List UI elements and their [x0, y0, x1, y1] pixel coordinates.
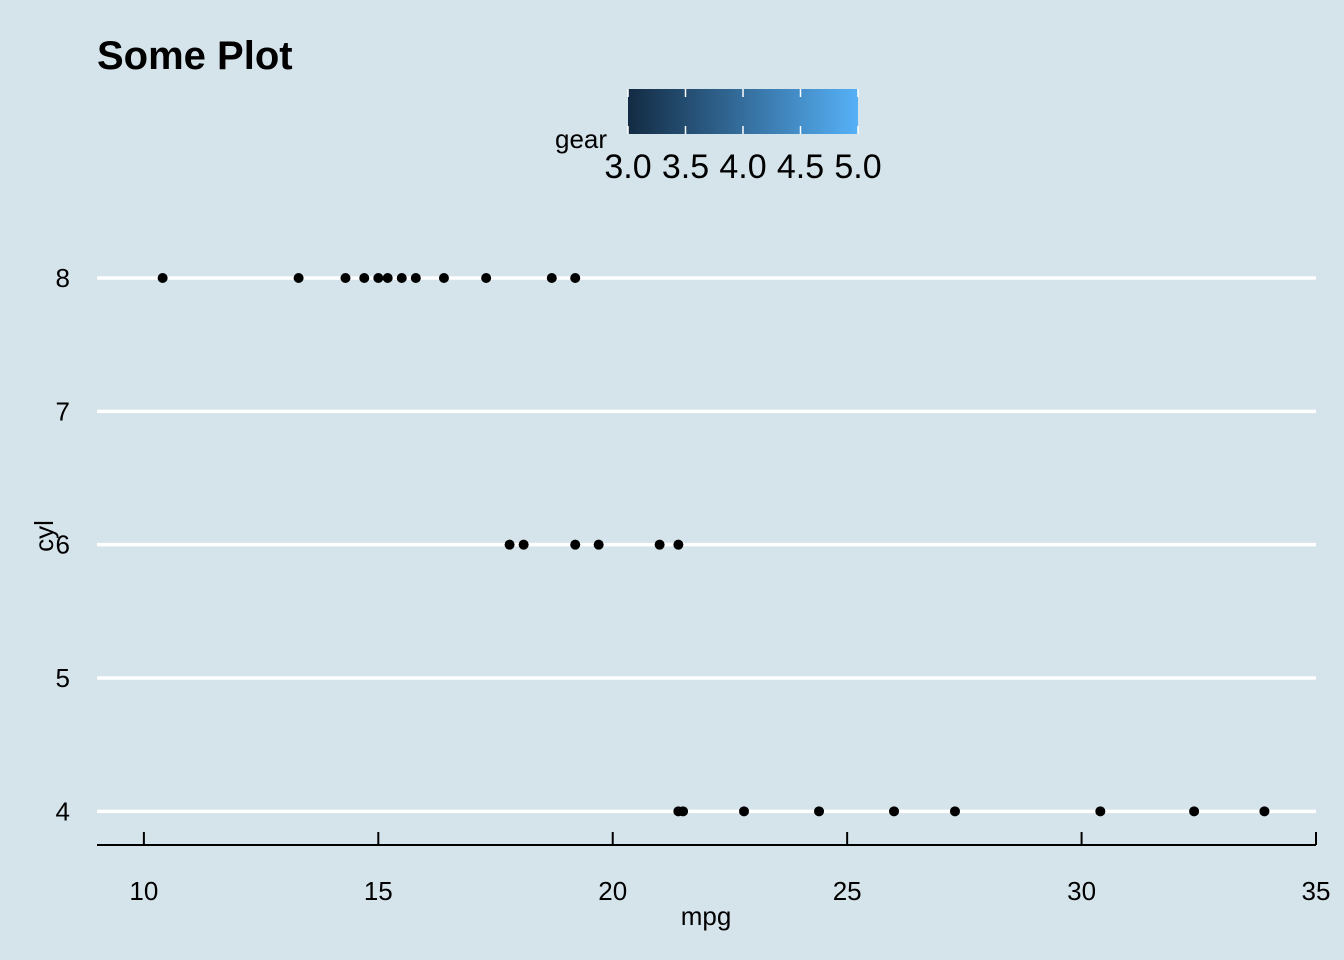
legend-title: gear — [555, 124, 607, 154]
gridlines — [97, 276, 1316, 814]
y-tick-label: 7 — [56, 396, 70, 426]
data-point — [293, 273, 304, 283]
data-point — [1095, 806, 1106, 817]
data-point — [157, 273, 168, 283]
y-tick-label: 4 — [56, 796, 70, 826]
data-point — [949, 806, 960, 817]
data-point — [396, 273, 407, 283]
legend-label: 5.0 — [834, 148, 881, 186]
x-tick-label: 15 — [364, 876, 393, 906]
data-point — [382, 273, 393, 283]
legend-label: 3.0 — [604, 148, 651, 186]
y-axis-ticks: 4 5 6 7 8 — [56, 263, 70, 826]
x-tick-label: 20 — [598, 876, 627, 906]
data-point — [1259, 806, 1270, 817]
data-point — [359, 273, 370, 283]
data-point — [481, 273, 492, 283]
data-point — [518, 539, 529, 550]
legend-label: 3.5 — [662, 148, 709, 186]
data-point — [678, 806, 689, 817]
data-point — [570, 273, 581, 283]
x-tick-label: 35 — [1302, 876, 1331, 906]
x-axis-title: mpg — [681, 901, 732, 931]
data-point — [340, 273, 351, 283]
chart-title: Some Plot — [97, 34, 293, 78]
x-axis-ticks: 10 15 20 25 30 35 — [129, 832, 1330, 906]
legend-label: 4.5 — [777, 148, 824, 186]
data-point — [570, 539, 581, 550]
x-tick-label: 25 — [833, 876, 862, 906]
legend: gear 3.0 3.5 4.0 4.5 5.0 — [555, 89, 882, 186]
data-point — [504, 539, 515, 550]
data-point — [889, 806, 900, 817]
data-point — [673, 539, 684, 550]
data-points — [157, 273, 1270, 817]
data-point — [373, 273, 384, 283]
legend-ticks — [627, 89, 859, 134]
data-point — [1189, 806, 1200, 817]
y-tick-label: 5 — [56, 663, 70, 693]
data-point — [593, 539, 604, 550]
data-point — [739, 806, 750, 817]
data-point — [814, 806, 825, 817]
data-point — [654, 539, 665, 550]
y-axis-title: cyl — [29, 520, 59, 552]
y-tick-label: 8 — [56, 263, 70, 293]
legend-label: 4.0 — [719, 148, 766, 186]
data-point — [438, 273, 449, 283]
y-tick-label: 6 — [56, 530, 70, 560]
data-point — [410, 273, 421, 283]
x-tick-label: 30 — [1067, 876, 1096, 906]
legend-labels: 3.0 3.5 4.0 4.5 5.0 — [604, 148, 881, 186]
data-point — [546, 273, 557, 283]
x-tick-label: 10 — [129, 876, 158, 906]
